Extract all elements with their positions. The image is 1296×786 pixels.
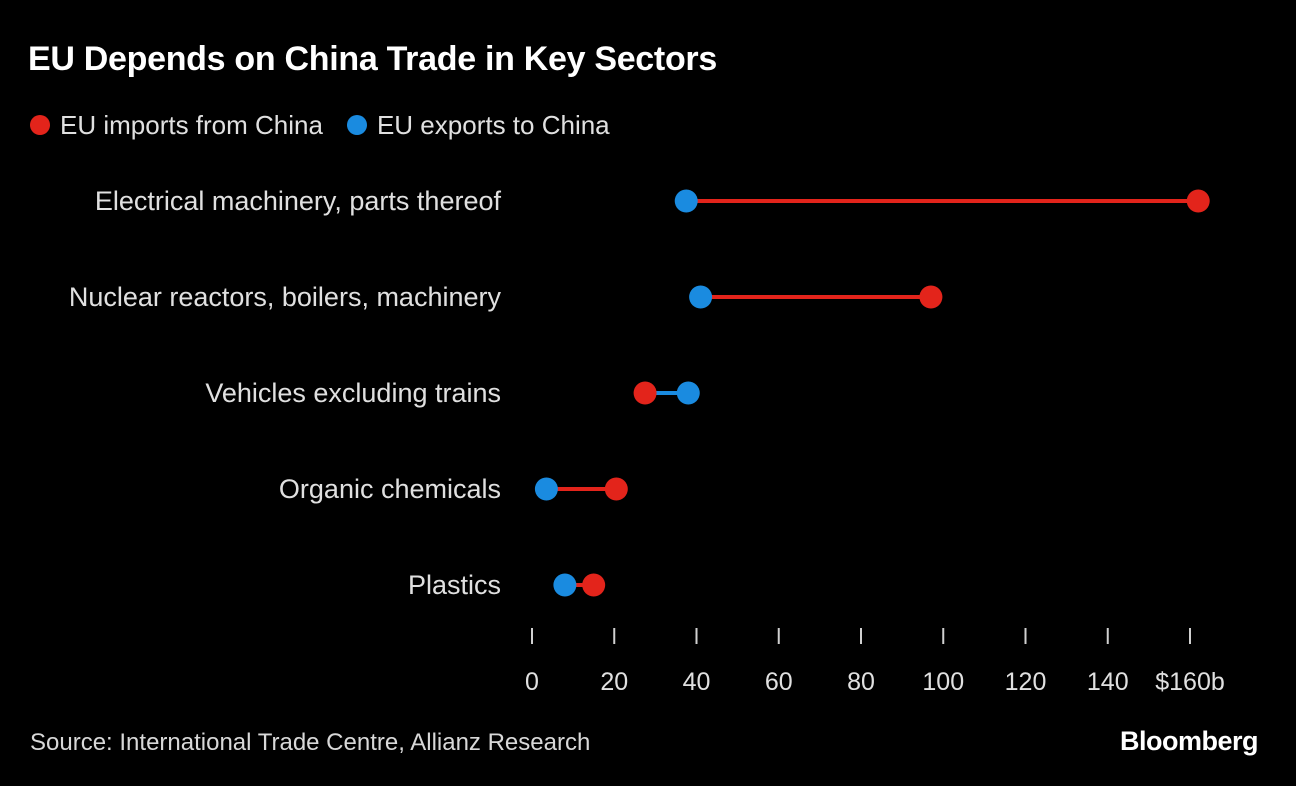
x-tick-label-120: 120 [1005,668,1047,696]
category-label-nuclear-reactors-boilers-machinery: Nuclear reactors, boilers, machinery [69,282,502,312]
legend-label-imports: EU imports from China [60,109,323,140]
legend-item-exports: EU exports to China [346,109,610,141]
chart-title: EU Depends on China Trade in Key Sectors [28,40,717,78]
x-tick-label-160: $160b [1155,668,1225,696]
legend-item-imports: EU imports from China [30,110,323,141]
category-label-organic-chemicals: Organic chemicals [279,474,501,504]
x-tick-label-20: 20 [600,668,628,696]
legend-dot-imports [30,115,50,135]
x-tick-label-0: 0 [525,668,539,696]
import-dot-vehicles-excluding-trains [633,381,657,405]
import-dot-nuclear-reactors-boilers-machinery [919,285,943,309]
import-dot-plastics [582,573,606,597]
x-tick-label-40: 40 [683,668,711,696]
category-label-electrical-machinery-parts-thereof: Electrical machinery, parts thereof [95,186,502,216]
source-note: Source: International Trade Centre, Alli… [30,729,591,756]
export-dot-electrical-machinery-parts-thereof [674,189,698,213]
legend-dot-exports [346,115,367,135]
x-tick-label-140: 140 [1087,668,1129,696]
export-dot-plastics [553,573,577,597]
x-tick-label-60: 60 [765,668,793,696]
legend: EU imports from China EU exports to Chin… [30,108,634,142]
category-label-plastics: Plastics [408,570,501,600]
export-dot-nuclear-reactors-boilers-machinery [689,285,713,309]
x-tick-label-80: 80 [847,668,875,696]
export-dot-vehicles-excluding-trains [676,381,700,405]
export-dot-organic-chemicals [534,477,558,501]
legend-label-exports: EU exports to China [376,109,610,140]
bloomberg-logo: Bloomberg [1119,726,1259,756]
import-dot-electrical-machinery-parts-thereof [1186,189,1210,213]
x-tick-label-100: 100 [922,668,964,696]
category-label-vehicles-excluding-trains: Vehicles excluding trains [205,378,501,408]
import-dot-organic-chemicals [604,477,628,501]
